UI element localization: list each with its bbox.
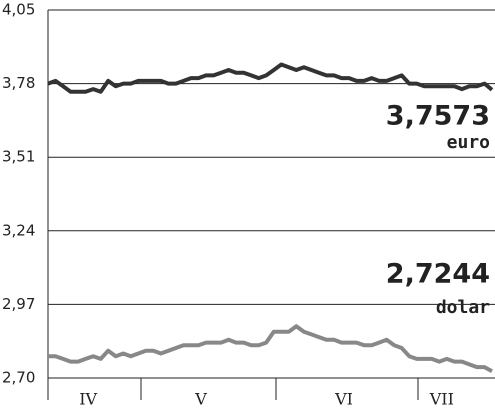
line xyxy=(48,324,493,374)
x-tick-label: VI xyxy=(334,390,353,409)
legend-label: euro xyxy=(447,132,490,153)
legend-label: dolar xyxy=(436,297,490,318)
data-label: 2,7244 xyxy=(386,259,490,290)
y-tick-label: 4,05 xyxy=(2,1,35,19)
y-tick-label: 2,97 xyxy=(2,295,35,313)
y-tick-label: 3,24 xyxy=(2,221,35,239)
y-tick-label: 2,70 xyxy=(2,369,35,387)
line xyxy=(47,62,494,94)
y-tick-label: 3,78 xyxy=(2,74,35,92)
x-tick-label: IV xyxy=(79,390,97,409)
x-tick-label: V xyxy=(194,390,207,409)
data-label: 3,7573 xyxy=(386,101,490,132)
y-tick-label: 3,51 xyxy=(2,148,35,166)
x-tick-label: VII xyxy=(429,390,454,409)
